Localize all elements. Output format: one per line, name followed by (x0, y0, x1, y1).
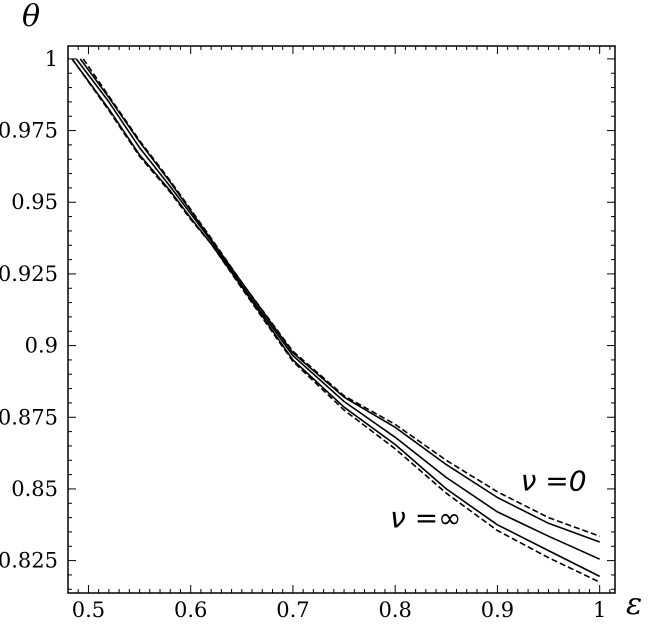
x-tick-labels: 0.5 0.6 0.7 0.8 0.9 1 (72, 598, 607, 622)
plot-frame (67, 45, 616, 594)
series-lines (71, 58, 601, 583)
y-tick-labels: 0.825 0.85 0.875 0.9 0.925 0.95 0.975 1 (0, 47, 58, 573)
annotation-2: ν =∞ (390, 502, 461, 535)
series-line-3 (75, 58, 601, 560)
y-tick-label: 1 (45, 47, 58, 71)
x-tick-label: 0.9 (481, 598, 514, 622)
series-line-2 (79, 58, 600, 543)
x-axis-title: ε (626, 587, 642, 622)
x-tick-label: 0.8 (378, 598, 411, 622)
x-tick-label: 0.6 (174, 598, 207, 622)
annotation-1: ν =0 (521, 464, 587, 497)
axis-ticks (67, 46, 615, 593)
y-tick-label: 0.925 (0, 262, 58, 286)
y-tick-label: 0.825 (0, 549, 58, 573)
annotations: ν =0 ν =∞ (390, 464, 586, 534)
y-axis-title: θ (22, 0, 40, 34)
x-tick-label: 0.7 (276, 598, 309, 622)
y-tick-label: 0.85 (11, 477, 58, 501)
y-tick-label: 0.975 (0, 119, 58, 143)
y-tick-label: 0.9 (25, 334, 58, 358)
series-line-5 (71, 58, 601, 583)
y-tick-label: 0.95 (11, 190, 58, 214)
y-tick-label: 0.875 (0, 405, 58, 429)
x-tick-label: 1 (593, 598, 606, 622)
x-tick-label: 0.5 (72, 598, 105, 622)
series-line-4 (71, 58, 601, 578)
